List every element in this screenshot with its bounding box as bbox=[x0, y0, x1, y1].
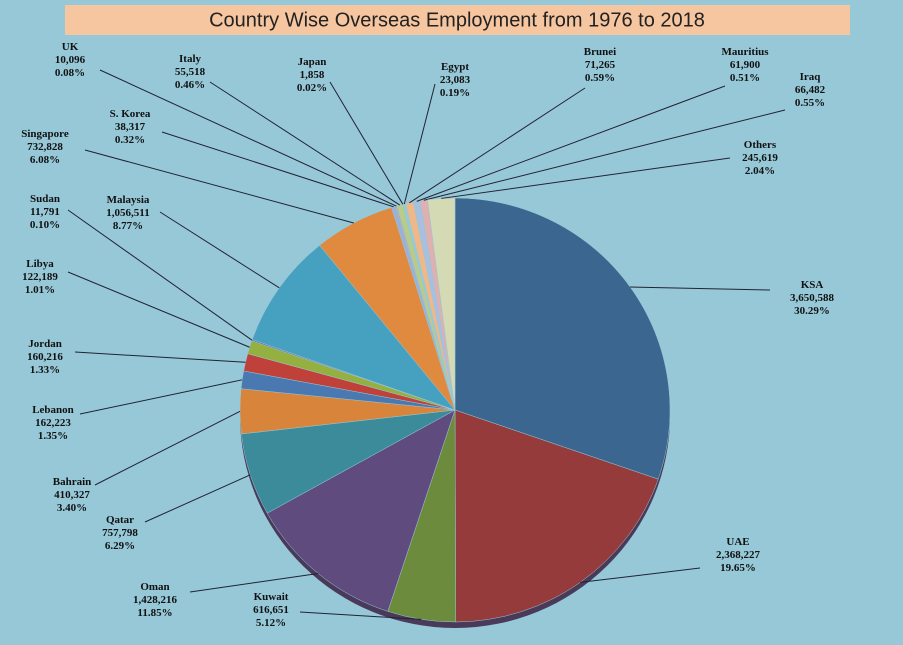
slice-name: S. Korea bbox=[110, 108, 151, 120]
slice-count: 1,056,511 bbox=[106, 207, 149, 219]
leader-line bbox=[67, 209, 253, 341]
slice-count: 71,265 bbox=[585, 59, 616, 71]
slice-count: 11,791 bbox=[30, 206, 60, 218]
leader-line bbox=[630, 286, 771, 291]
slice-count: 10,096 bbox=[55, 54, 86, 66]
leader-line bbox=[441, 157, 731, 199]
slice-name: Oman bbox=[140, 581, 169, 593]
slice-percent: 0.32% bbox=[115, 134, 145, 146]
leader-line bbox=[329, 81, 404, 205]
slice-percent: 0.10% bbox=[30, 219, 60, 231]
leader-line bbox=[423, 109, 786, 201]
slice-name: Brunei bbox=[584, 46, 616, 58]
slice-count: 410,327 bbox=[54, 489, 90, 501]
slice-name: UAE bbox=[726, 536, 749, 548]
slice-name: Bahrain bbox=[53, 476, 92, 488]
slice-count: 162,223 bbox=[35, 417, 71, 429]
leader-line bbox=[416, 85, 726, 202]
slice-percent: 1.33% bbox=[30, 364, 60, 376]
slice-count: 66,482 bbox=[795, 84, 826, 96]
leader-line bbox=[67, 271, 250, 348]
slice-percent: 3.40% bbox=[57, 502, 87, 514]
slice-name: Libya bbox=[26, 258, 54, 270]
leader-line bbox=[299, 611, 422, 620]
slice-count: 1,428,216 bbox=[133, 594, 178, 606]
slice-count: 38,317 bbox=[115, 121, 146, 133]
slice-percent: 0.02% bbox=[297, 82, 327, 94]
slice-name: Jordan bbox=[28, 338, 62, 350]
leader-line bbox=[144, 474, 251, 523]
slice-percent: 8.77% bbox=[113, 220, 143, 232]
slice-name: Others bbox=[744, 139, 777, 151]
slice-count: 757,798 bbox=[102, 527, 138, 539]
leader-line bbox=[74, 351, 246, 363]
slice-count: 2,368,227 bbox=[716, 549, 761, 561]
slice-percent: 1.01% bbox=[25, 284, 55, 296]
slice-count: 61,900 bbox=[730, 59, 761, 71]
slice-name: Egypt bbox=[441, 61, 469, 73]
slice-percent: 2.04% bbox=[745, 165, 775, 177]
slice-name: Iraq bbox=[800, 71, 822, 83]
slice-percent: 0.08% bbox=[55, 67, 85, 79]
slice-count: 3,650,588 bbox=[790, 292, 835, 304]
slice-count: 616,651 bbox=[253, 604, 289, 616]
leader-line bbox=[409, 87, 586, 204]
leader-line bbox=[99, 69, 397, 207]
chart-title: Country Wise Overseas Employment from 19… bbox=[209, 9, 705, 31]
slice-count: 1,858 bbox=[300, 69, 325, 81]
slice-percent: 19.65% bbox=[720, 562, 756, 574]
slice-percent: 0.19% bbox=[440, 87, 470, 99]
slice-name: Qatar bbox=[106, 514, 134, 526]
slice-count: 55,518 bbox=[175, 66, 206, 78]
slice-count: 732,828 bbox=[27, 141, 63, 153]
slice-name: UK bbox=[62, 41, 79, 53]
leader-line bbox=[189, 572, 319, 593]
slice-name: Lebanon bbox=[32, 404, 74, 416]
slice-name: Mauritius bbox=[721, 46, 769, 58]
leader-line bbox=[580, 567, 701, 583]
slice-percent: 1.35% bbox=[38, 430, 68, 442]
leader-line bbox=[159, 211, 280, 289]
slice-percent: 6.08% bbox=[30, 154, 60, 166]
slice-percent: 11.85% bbox=[137, 607, 172, 619]
slice-percent: 0.55% bbox=[795, 97, 825, 109]
slice-percent: 30.29% bbox=[794, 305, 830, 317]
slice-name: Singapore bbox=[21, 128, 69, 140]
slice-count: 23,083 bbox=[440, 74, 471, 86]
slice-percent: 6.29% bbox=[105, 540, 135, 552]
slice-count: 122,189 bbox=[22, 271, 58, 283]
slice-percent: 0.51% bbox=[730, 72, 760, 84]
slice-count: 160,216 bbox=[27, 351, 63, 363]
leader-line bbox=[79, 379, 243, 415]
leader-line bbox=[84, 149, 354, 224]
slice-name: KSA bbox=[801, 279, 824, 291]
slice-count: 245,619 bbox=[742, 152, 778, 164]
leader-line bbox=[403, 83, 436, 205]
slice-name: Japan bbox=[298, 56, 327, 68]
leader-line bbox=[94, 410, 241, 486]
title-box bbox=[65, 5, 850, 35]
slice-percent: 5.12% bbox=[256, 617, 286, 629]
slice-name: Kuwait bbox=[254, 591, 289, 603]
slice-name: Italy bbox=[179, 53, 202, 65]
leader-line bbox=[209, 81, 401, 206]
leader-line bbox=[161, 131, 394, 208]
slice-name: Sudan bbox=[30, 193, 60, 205]
slice-name: Malaysia bbox=[107, 194, 150, 206]
slice-percent: 0.46% bbox=[175, 79, 205, 91]
slice-percent: 0.59% bbox=[585, 72, 615, 84]
